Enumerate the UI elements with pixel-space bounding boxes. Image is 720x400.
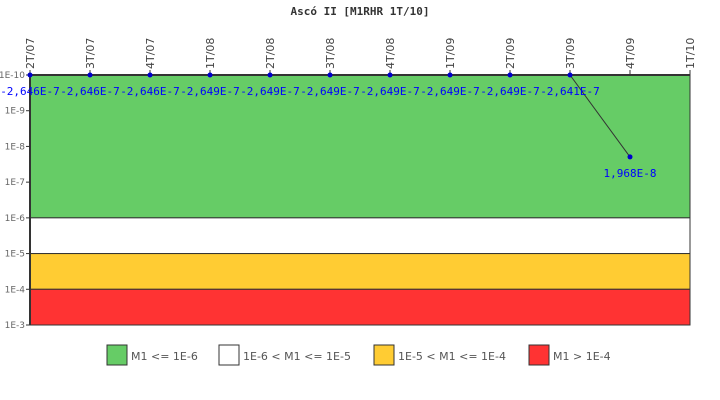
data-label: -2,649E-7 xyxy=(360,85,420,98)
legend-label: 1E-5 < M1 <= 1E-4 xyxy=(398,350,506,363)
legend-label: 1E-6 < M1 <= 1E-5 xyxy=(243,350,351,363)
data-label: -2,646E-7 xyxy=(120,85,180,98)
data-label: -2,646E-7 xyxy=(60,85,120,98)
y-tick-label: 1E-10 xyxy=(0,71,25,81)
data-point xyxy=(27,72,33,78)
data-point xyxy=(447,72,453,78)
legend-label: M1 <= 1E-6 xyxy=(131,350,198,363)
data-label: -2,646E-7 xyxy=(0,85,60,98)
data-point xyxy=(207,72,213,78)
y-tick-label: 1E-8 xyxy=(5,142,26,152)
x-tick-label: 4T/08 xyxy=(384,38,397,69)
x-tick-label: 3T/07 xyxy=(84,38,97,69)
data-point xyxy=(567,72,573,78)
legend-swatch xyxy=(106,344,128,366)
x-tick-label: 1T/09 xyxy=(444,38,457,69)
y-tick-label: 1E-3 xyxy=(5,321,25,331)
legend-swatch xyxy=(528,344,550,366)
x-tick-label: 2T/07 xyxy=(24,38,37,69)
data-label: -2,649E-7 xyxy=(420,85,480,98)
x-tick-label: 1T/08 xyxy=(204,38,217,69)
band-1 xyxy=(29,217,691,255)
y-tick-label: 1E-4 xyxy=(5,285,26,295)
band-3 xyxy=(29,288,691,326)
legend-swatch xyxy=(373,344,395,366)
y-tick-label: 1E-5 xyxy=(5,250,25,260)
x-tick-label: 3T/08 xyxy=(324,38,337,69)
y-tick-label: 1E-6 xyxy=(5,214,26,224)
y-tick-label: 1E-9 xyxy=(5,107,26,117)
data-point xyxy=(267,72,273,78)
x-tick-label: 2T/09 xyxy=(504,38,517,69)
data-label: -2,649E-7 xyxy=(480,85,540,98)
data-point xyxy=(327,72,333,78)
data-label: -2,649E-7 xyxy=(300,85,360,98)
data-point xyxy=(507,72,513,78)
data-point xyxy=(387,72,393,78)
x-tick-label: 4T/09 xyxy=(624,38,637,69)
chart-title: Ascó II [M1RHR 1T/10] xyxy=(290,5,429,18)
legend-swatch xyxy=(218,344,240,366)
y-tick-label: 1E-7 xyxy=(5,178,25,188)
x-tick-label: 4T/07 xyxy=(144,38,157,69)
legend-label: M1 > 1E-4 xyxy=(553,350,611,363)
data-point xyxy=(147,72,153,78)
band-2 xyxy=(29,253,691,290)
x-tick-label: 2T/08 xyxy=(264,38,277,69)
data-point xyxy=(87,72,93,78)
data-label: -2,649E-7 xyxy=(240,85,300,98)
data-label: -2,649E-7 xyxy=(180,85,240,98)
data-label: 1,968E-8 xyxy=(604,167,657,180)
data-label: -2,641E-7 xyxy=(540,85,600,98)
data-point xyxy=(627,154,633,160)
x-tick-label: 3T/09 xyxy=(564,38,577,69)
band-0 xyxy=(29,74,691,219)
x-tick-label: 1T/10 xyxy=(684,38,697,69)
